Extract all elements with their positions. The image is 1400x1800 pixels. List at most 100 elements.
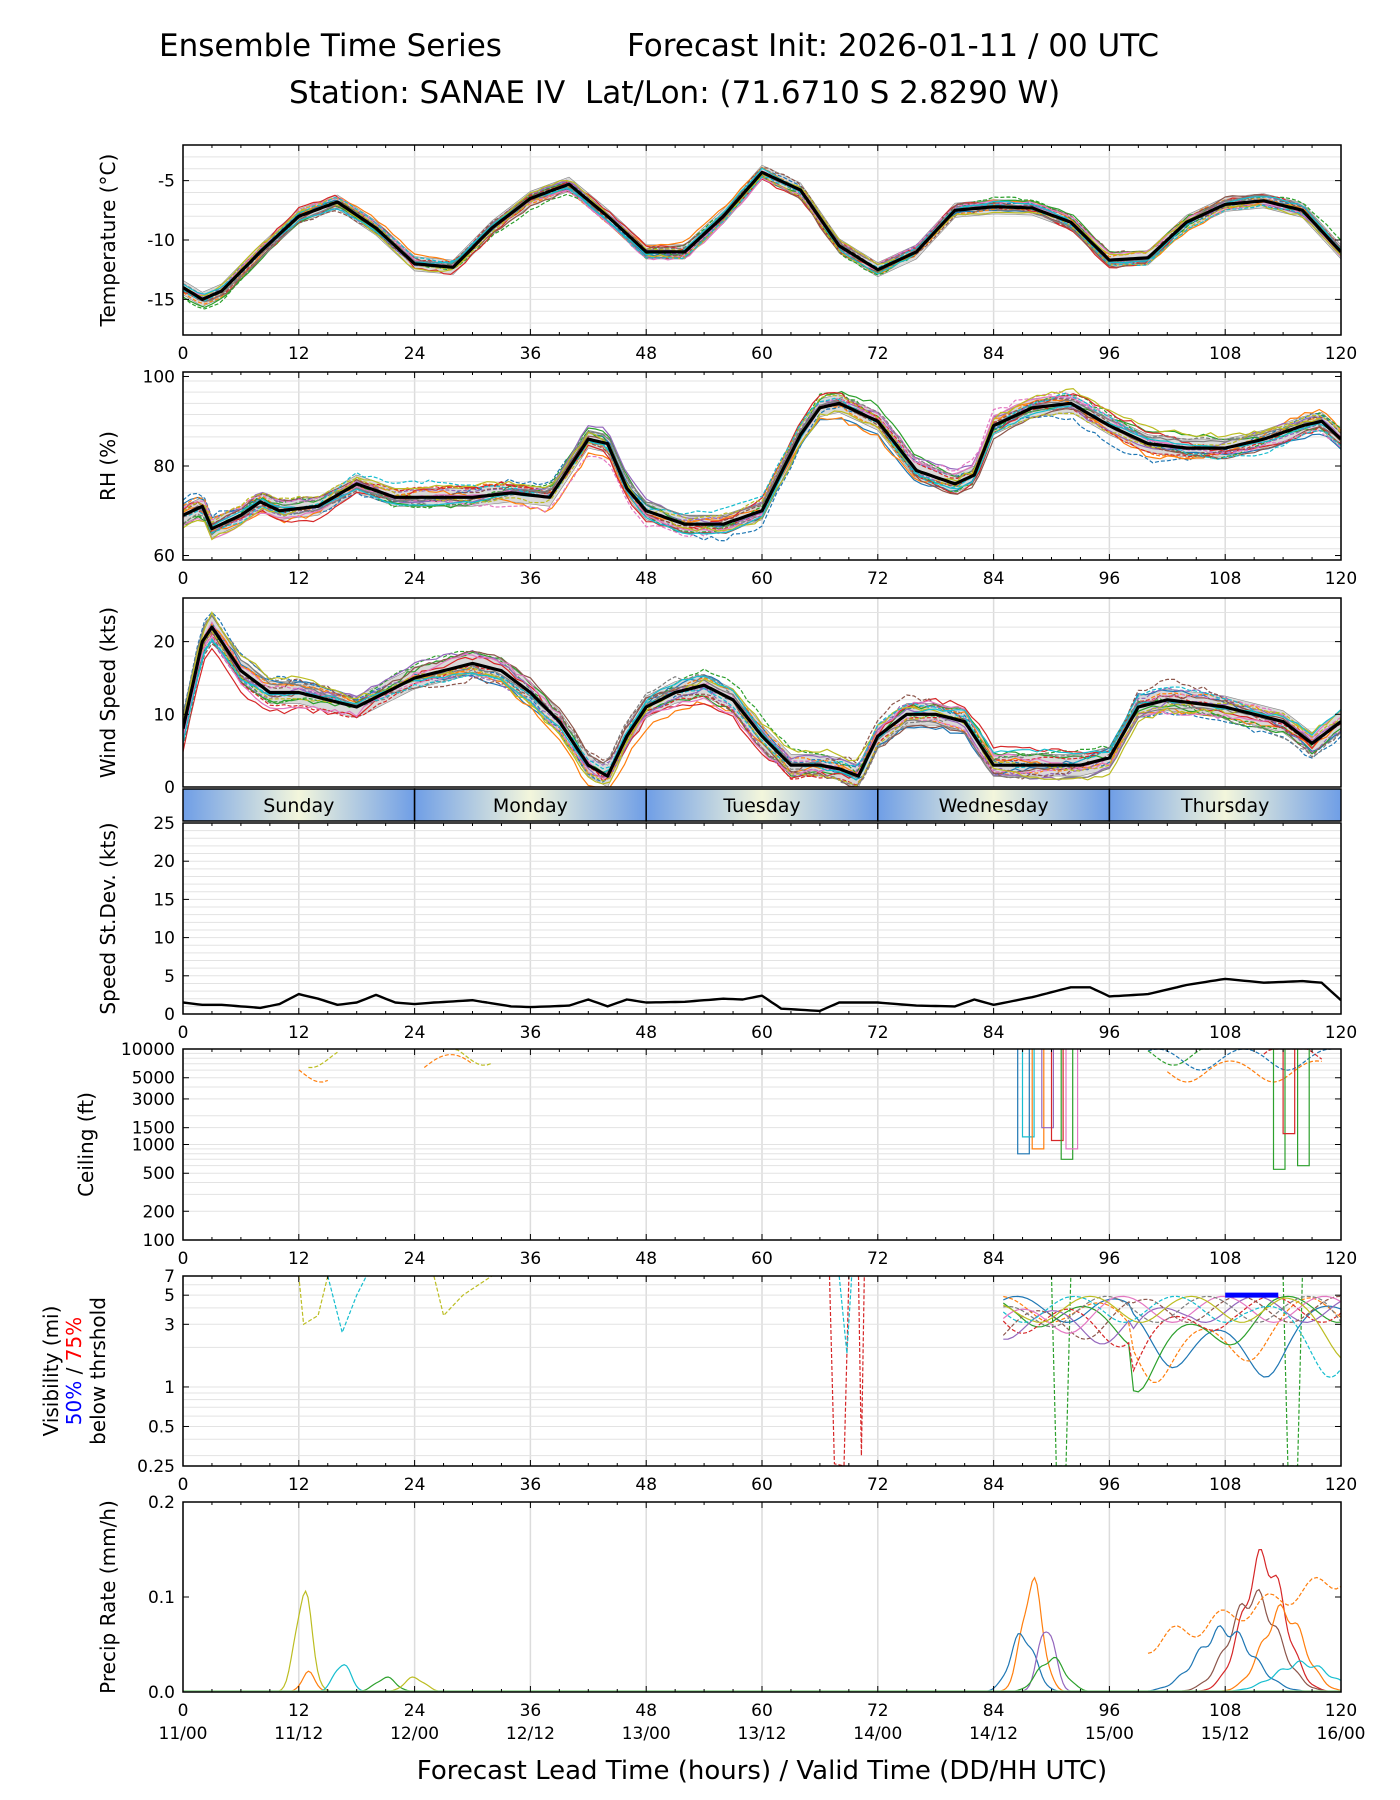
rh-xtick-label: 60 bbox=[751, 569, 773, 589]
precip-member-line bbox=[953, 1633, 1091, 1692]
ceil-xtick-label: 60 bbox=[751, 1249, 773, 1269]
vis-xtick-label: 0 bbox=[178, 1475, 189, 1495]
precip-xtick-label: 24 bbox=[404, 1701, 426, 1721]
sd-xtick-label: 12 bbox=[288, 1023, 310, 1043]
rh-xtick-label: 96 bbox=[1099, 569, 1121, 589]
day-band-cell bbox=[182, 788, 416, 822]
wind-member-line bbox=[183, 621, 1341, 780]
vis-xtick-label: 24 bbox=[404, 1475, 426, 1495]
wind-ytick-label: 20 bbox=[153, 633, 175, 653]
wind-ytick-label: 10 bbox=[153, 705, 175, 725]
wind-ytick-label: 0 bbox=[164, 778, 175, 798]
vis-member-line bbox=[1002, 1295, 1341, 1373]
wind-ylabel: Wind Speed (kts) bbox=[96, 607, 120, 778]
rh-plot-area bbox=[183, 387, 1341, 542]
precip-xtick-label: 72 bbox=[867, 1701, 889, 1721]
day-band-label: Thursday bbox=[1180, 795, 1269, 817]
temp-xtick-label: 84 bbox=[983, 344, 1005, 364]
vis-xtick-label: 72 bbox=[867, 1475, 889, 1495]
ceil-xtick-label: 36 bbox=[520, 1249, 542, 1269]
day-band-cell bbox=[1108, 788, 1342, 822]
vis-ytick-label: 5 bbox=[164, 1286, 175, 1306]
precip-member-line bbox=[257, 1589, 349, 1692]
vis-member-line bbox=[1003, 1295, 1341, 1384]
vis-ytick-label: 7 bbox=[164, 1267, 175, 1287]
vis-member-line bbox=[1282, 1276, 1303, 1466]
vis-xtick-label: 36 bbox=[520, 1475, 542, 1495]
temp-xtick-label: 60 bbox=[751, 344, 773, 364]
sd-xtick-label: 84 bbox=[983, 1023, 1005, 1043]
ceil-member-line bbox=[1147, 1049, 1332, 1071]
sd-ytick-label: 15 bbox=[153, 890, 175, 910]
vis-member-line bbox=[1003, 1295, 1341, 1378]
sd-xtick-label: 24 bbox=[404, 1023, 426, 1043]
temp-spread-band bbox=[183, 164, 1341, 307]
temp-ytick-label: -10 bbox=[147, 231, 175, 251]
precip-valid-tick-label: 14/00 bbox=[853, 1724, 902, 1744]
ceil-member-line bbox=[1147, 1049, 1226, 1066]
precip-member-line bbox=[356, 1676, 473, 1692]
precip-xtick-label: 108 bbox=[1209, 1701, 1241, 1721]
precip-xtick-label: 120 bbox=[1325, 1701, 1357, 1721]
sd-ytick-label: 5 bbox=[164, 967, 175, 987]
precip-member-line bbox=[327, 1676, 444, 1692]
station-label: Station: SANAE IV bbox=[289, 75, 566, 111]
precip-xtick-label: 12 bbox=[288, 1701, 310, 1721]
rh-ytick-label: 60 bbox=[153, 547, 175, 567]
rh-ytick-label: 80 bbox=[153, 457, 175, 477]
vis-ylabel-line3: below thrshold bbox=[86, 1297, 110, 1445]
rh-member-line bbox=[183, 392, 1341, 534]
precip-member-line bbox=[1148, 1660, 1341, 1692]
day-band-cell bbox=[877, 788, 1111, 822]
precip-member-line bbox=[269, 1670, 348, 1692]
sd-xtick-label: 0 bbox=[178, 1023, 189, 1043]
vis-ylabel-sep: / bbox=[62, 1361, 86, 1380]
precip-member-line bbox=[974, 1576, 1091, 1692]
vis-member-line bbox=[1003, 1295, 1341, 1359]
vis-xtick-label: 120 bbox=[1325, 1475, 1357, 1495]
rh-member-line bbox=[183, 403, 1341, 535]
precip-member-line bbox=[1147, 1576, 1341, 1654]
precip-xtick-label: 0 bbox=[178, 1701, 189, 1721]
rh-member-line bbox=[183, 405, 1341, 542]
precip-xtick-label: 96 bbox=[1099, 1701, 1121, 1721]
ceil-member-line bbox=[423, 1054, 473, 1068]
rh-xtick-label: 84 bbox=[983, 569, 1005, 589]
ceil-ytick-label: 10000 bbox=[121, 1040, 175, 1060]
ceil-ytick-label: 500 bbox=[143, 1164, 175, 1184]
ceil-member-drop bbox=[1031, 1049, 1045, 1150]
precip-ytick-label: 0.0 bbox=[148, 1683, 175, 1703]
wind-member-line bbox=[183, 611, 1341, 783]
vis-member-line bbox=[1050, 1276, 1072, 1466]
precip-valid-tick-label: 16/00 bbox=[1317, 1724, 1366, 1744]
ceil-ytick-label: 3000 bbox=[132, 1090, 175, 1110]
wind-member-line bbox=[183, 621, 1341, 781]
precip-valid-tick-label: 14/12 bbox=[969, 1724, 1018, 1744]
vis-xtick-label: 60 bbox=[751, 1475, 773, 1495]
precip-valid-tick-label: 15/12 bbox=[1201, 1724, 1250, 1744]
ceil-member-drop bbox=[1050, 1049, 1064, 1142]
precip-valid-tick-label: 15/00 bbox=[1085, 1724, 1134, 1744]
vis-ytick-label: 0.25 bbox=[137, 1457, 175, 1477]
temp-member-line bbox=[183, 167, 1341, 295]
precip-ytick-label: 0.2 bbox=[148, 1493, 175, 1513]
x-axis-label: Forecast Lead Time (hours) / Valid Time … bbox=[417, 1756, 1107, 1786]
wind-plot-area bbox=[183, 611, 1341, 787]
ceil-member-drop bbox=[1296, 1049, 1310, 1167]
precip-member-line bbox=[295, 1664, 388, 1692]
day-band-cell bbox=[645, 788, 879, 822]
ceil-ytick-label: 5000 bbox=[132, 1069, 175, 1089]
temp-xtick-label: 36 bbox=[520, 344, 542, 364]
rh-xtick-label: 72 bbox=[867, 569, 889, 589]
ceil-member-drop bbox=[1282, 1049, 1296, 1135]
rh-xtick-label: 36 bbox=[520, 569, 542, 589]
day-band-cell bbox=[413, 788, 647, 822]
ceil-xtick-label: 84 bbox=[983, 1249, 1005, 1269]
temp-member-line bbox=[183, 177, 1341, 296]
vis-xtick-label: 96 bbox=[1099, 1475, 1121, 1495]
rh-member-line bbox=[183, 398, 1341, 535]
vis-xtick-label: 12 bbox=[288, 1475, 310, 1495]
precip-member-line bbox=[974, 1656, 1129, 1692]
vis-member-line bbox=[828, 1276, 850, 1466]
